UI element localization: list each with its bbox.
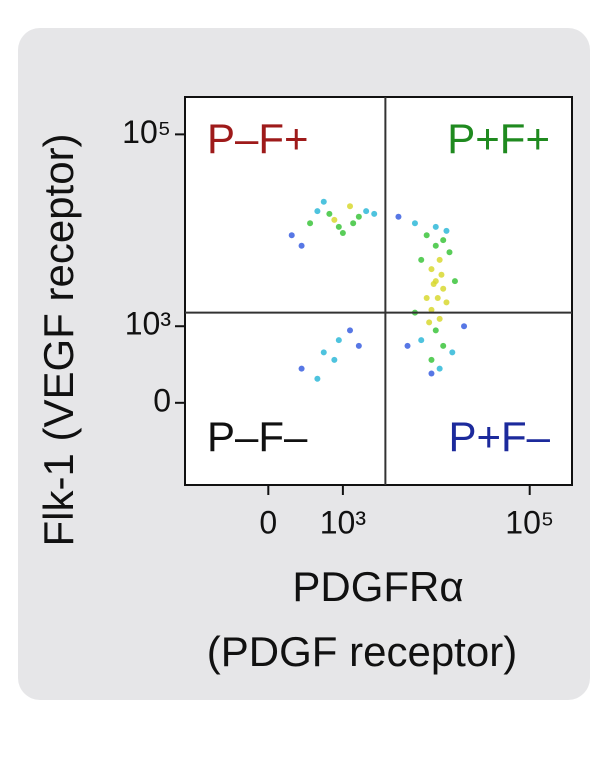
data-point — [395, 213, 402, 220]
data-point — [436, 256, 443, 263]
data-point — [451, 278, 458, 285]
data-point — [298, 242, 305, 249]
data-point — [320, 198, 327, 205]
x-axis-sublabel: (PDGF receptor) — [207, 628, 517, 675]
data-point — [307, 220, 314, 227]
data-point — [440, 285, 447, 292]
data-point — [432, 242, 439, 249]
data-point — [418, 256, 425, 263]
quadrant-label: P+F– — [448, 413, 550, 460]
quadrant-label: P–F– — [207, 413, 308, 460]
data-point — [436, 365, 443, 372]
data-point — [404, 342, 411, 349]
data-point — [449, 349, 456, 356]
data-point — [423, 232, 430, 239]
x-axis-label: PDGFRα — [292, 563, 463, 610]
data-point — [314, 208, 321, 215]
data-point — [335, 337, 342, 344]
data-point — [428, 370, 435, 377]
data-point — [443, 227, 450, 234]
data-point — [411, 220, 418, 227]
data-point — [428, 306, 435, 313]
quadrant-label: P–F+ — [207, 115, 309, 162]
data-point — [436, 315, 443, 322]
data-point — [355, 342, 362, 349]
data-point — [288, 232, 295, 239]
y-tick-label: 10³ — [125, 306, 172, 342]
y-tick-label: 10⁵ — [122, 114, 171, 150]
data-point — [371, 210, 378, 217]
data-point — [432, 327, 439, 334]
data-point — [355, 213, 362, 220]
data-point — [426, 319, 433, 326]
y-tick-label: 0 — [153, 382, 171, 418]
data-point — [331, 216, 338, 223]
data-point — [339, 229, 346, 236]
data-point — [347, 203, 354, 210]
data-point — [428, 266, 435, 273]
data-point — [446, 249, 453, 256]
data-point — [298, 365, 305, 372]
x-tick-label: 10⁵ — [505, 504, 554, 540]
data-point — [430, 281, 437, 288]
data-point — [350, 220, 357, 227]
data-point — [440, 342, 447, 349]
plot-area — [184, 96, 573, 486]
data-point — [418, 337, 425, 344]
data-point — [326, 210, 333, 217]
quadrant-label: P+F+ — [447, 115, 550, 162]
data-point — [461, 323, 468, 330]
data-point — [440, 237, 447, 244]
x-tick-label: 0 — [259, 504, 277, 540]
data-point — [363, 208, 370, 215]
data-point — [432, 223, 439, 230]
y-axis-label: Flk-1 (VEGF receptor) — [35, 133, 82, 546]
data-point — [428, 356, 435, 363]
data-point — [314, 375, 321, 382]
data-point — [443, 299, 450, 306]
data-point — [423, 294, 430, 301]
data-point — [320, 349, 327, 356]
data-point — [335, 223, 342, 230]
data-point — [438, 271, 445, 278]
x-tick-label: 10³ — [320, 504, 367, 540]
data-point — [347, 327, 354, 334]
data-point — [434, 294, 441, 301]
data-point — [331, 356, 338, 363]
